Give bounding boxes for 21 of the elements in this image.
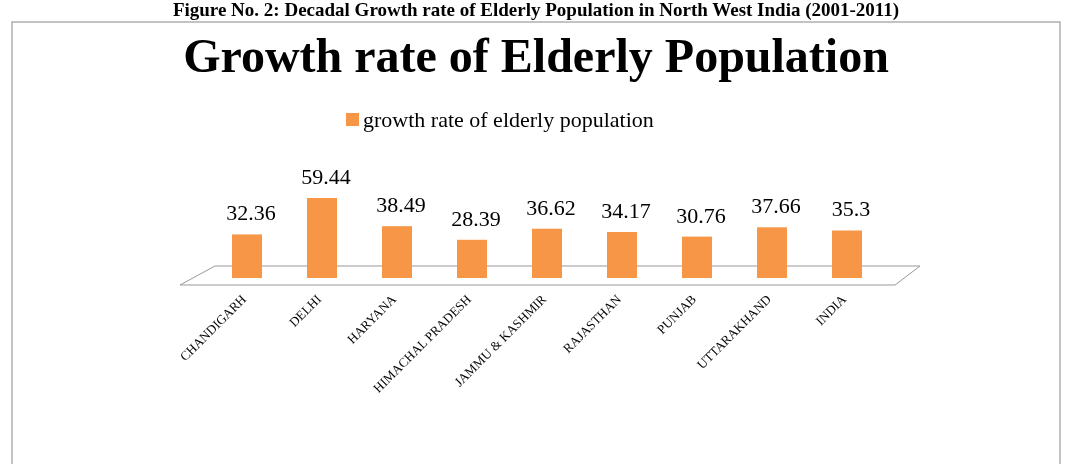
bar: [757, 227, 787, 278]
bar: [832, 230, 862, 278]
legend-label: growth rate of elderly population: [363, 107, 654, 132]
data-label: 38.49: [376, 192, 426, 218]
bar: [607, 232, 637, 278]
bar: [532, 228, 562, 278]
data-label: 59.44: [301, 164, 351, 189]
data-label: 30.76: [676, 202, 726, 228]
data-label: 37.66: [751, 193, 801, 219]
data-label: 32.36: [226, 200, 276, 226]
chart-title: Growth rate of Elderly Population: [183, 29, 889, 82]
data-label: 28.39: [451, 205, 501, 231]
data-label: 36.62: [526, 194, 576, 220]
bar: [307, 198, 337, 278]
bar: [457, 239, 487, 278]
text: Figure No. 2: Decadal Growth rate of Elderly Population in North West India (2001-2011): [172, 0, 900, 21]
data-label: 34.17: [601, 198, 651, 224]
bar: [382, 226, 412, 278]
data-label: 35.3: [831, 196, 871, 222]
bar: [232, 234, 262, 278]
bar: [682, 236, 712, 278]
